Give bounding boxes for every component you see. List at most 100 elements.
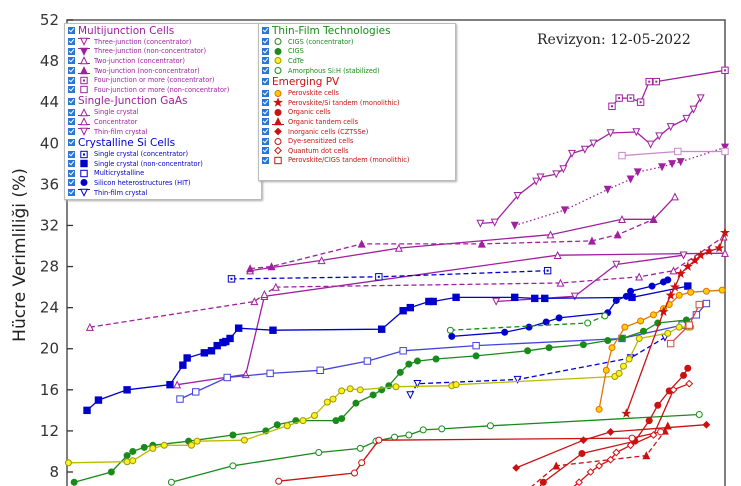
data-point [702,420,711,429]
data-point [685,321,693,329]
legend-item[interactable]: Silicon heterostructures (HIT) [65,178,261,188]
legend-group-header[interactable]: Single-Junction GaAs [65,95,261,108]
checkbox[interactable] [262,47,269,55]
checkbox[interactable] [262,118,269,126]
checkbox[interactable] [262,137,269,145]
data-point [714,242,725,253]
data-point [595,405,603,413]
data-point [234,324,243,332]
legend-item[interactable]: Four-junction or more (concentrator) [65,75,261,85]
data-point [240,436,248,444]
legend-item[interactable]: Organic cells [259,108,455,118]
legend-marker [274,67,282,75]
legend-item[interactable]: Three-junction (non-concentrator) [65,47,261,57]
legend-item[interactable]: Two-junction (concentrator) [65,56,261,66]
legend-item-label: Three-junction (concentrator) [94,37,192,46]
checkbox[interactable] [68,38,75,46]
legend-item[interactable]: Quantum dot cells [259,146,455,156]
legend-item-label: Concentrator [94,117,138,126]
checkbox[interactable] [262,67,269,75]
checkbox[interactable] [68,47,75,55]
checkbox[interactable] [68,97,75,105]
checkbox[interactable] [68,27,75,34]
data-point [628,293,636,302]
data-point [452,293,460,302]
checkbox[interactable] [68,86,75,94]
diamond-filled-icon [274,127,282,136]
checkbox[interactable] [68,57,75,65]
checkbox[interactable] [68,169,75,177]
legend-item[interactable]: Thin-film crystal [65,188,261,198]
data-point [267,262,276,271]
legend-item[interactable]: Multicrystalline [65,169,261,179]
checkbox[interactable] [262,108,269,116]
checkbox[interactable] [68,118,75,126]
data-point [626,441,635,450]
checkbox[interactable] [262,147,269,155]
data-point [513,375,522,384]
legend-item[interactable]: Four-junction or more (non-concentrator) [65,85,261,95]
checkbox[interactable] [68,67,75,75]
legend-item-label: Organic cells [288,108,331,117]
legend-item[interactable]: CdTe [259,56,455,66]
legend-item[interactable]: Organic tandem cells [259,117,455,127]
checkbox[interactable] [68,139,75,147]
legend-item[interactable]: Concentrator [65,117,261,127]
legend-item[interactable]: Three-junction (concentrator) [65,37,261,47]
data-point [655,132,664,141]
legend-item-label: Perovskite/Si tandem (monolithic) [288,98,400,107]
data-point [187,441,195,449]
legend-item[interactable]: Single crystal [65,108,261,118]
data-point [275,477,283,485]
legend-group-title: Multijunction Cells [78,24,175,37]
checkbox[interactable] [68,128,75,136]
legend-item[interactable]: CIGS (concentrator) [259,37,455,47]
legend-item-label: Two-junction (non-concentrator) [94,66,200,75]
legend-group-header[interactable]: Multijunction Cells [65,24,261,37]
data-point [405,360,413,368]
checkbox[interactable] [262,99,269,107]
checkbox[interactable] [262,27,269,34]
data-point [719,227,731,237]
checkbox[interactable] [68,160,75,168]
checkbox[interactable] [68,108,75,116]
legend-item[interactable]: Single crystal (non-concentrator) [65,159,261,169]
legend-item[interactable]: Inorganic cells (CZTSSe) [259,127,455,137]
data-point [619,362,627,370]
data-point [413,379,422,388]
legend-item[interactable]: Perovskite/CIGS tandem (monolithic) [259,156,455,166]
legend-item[interactable]: Single crystal (concentrator) [65,149,261,159]
legend-item[interactable]: Thin-film crystal [65,127,261,137]
legend-item[interactable]: Dye-sensitized cells [259,136,455,146]
legend-group-header[interactable]: Emerging PV [259,75,455,88]
square-dot-icon [80,76,88,84]
series-line [68,326,691,464]
series-line [89,236,724,328]
legend-item[interactable]: Perovskite/Si tandem (monolithic) [259,98,455,108]
legend-item[interactable]: Perovskite cells [259,88,455,98]
legend-item[interactable]: Two-junction (non-concentrator) [65,66,261,76]
data-point [486,422,494,430]
checkbox[interactable] [262,38,269,46]
checkbox[interactable] [68,150,75,158]
checkbox[interactable] [68,189,75,197]
checkbox[interactable] [68,76,75,84]
checkbox[interactable] [68,179,75,187]
data-point [542,318,550,326]
checkbox[interactable] [262,128,269,136]
legend-group-header[interactable]: Thin-Film Technologies [259,24,455,37]
checkbox[interactable] [262,78,269,86]
legend-marker [274,89,282,97]
legend-item[interactable]: Amorphous Si:H (stabilized) [259,66,455,76]
legend-group-title: Emerging PV [272,75,340,88]
checkbox[interactable] [262,89,269,97]
legend-group-header[interactable]: Crystalline Si Cells [65,136,261,149]
checkbox[interactable] [262,156,269,164]
data-point-dot [639,101,642,104]
data-point [140,443,148,451]
checkbox[interactable] [262,57,269,65]
circle-open-icon [274,67,282,75]
y-tick-label: 32 [40,216,59,234]
legend-item[interactable]: CIGS [259,47,455,57]
data-point [695,249,706,260]
